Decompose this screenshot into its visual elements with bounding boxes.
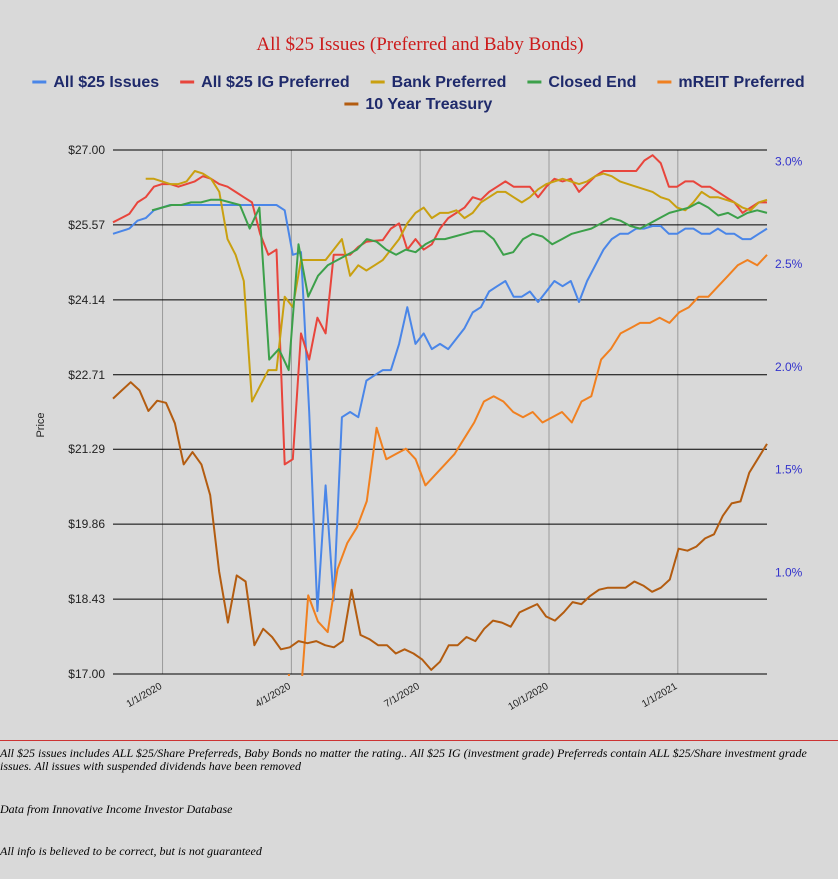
y2-tick-label: 2.5%	[775, 257, 803, 271]
footer: All $25 issues includes ALL $25/Share Pr…	[0, 740, 838, 879]
legend-label-all-25-ig-preferred: All $25 IG Preferred	[201, 74, 350, 91]
x-tick-label: 10/1/2020	[506, 681, 550, 713]
y-tick-label: $24.14	[68, 293, 105, 307]
chart-title: All $25 Issues (Preferred and Baby Bonds…	[256, 34, 583, 55]
series-line-closed-end	[151, 198, 768, 372]
legend-label-bank-preferred: Bank Preferred	[392, 74, 507, 91]
y-axis-label: Price	[35, 412, 47, 437]
legend-label-mreit-preferred: mREIT Preferred	[678, 74, 804, 91]
chart-svg: All $25 Issues (Preferred and Baby Bonds…	[32, 34, 805, 713]
y2-tick-label: 1.5%	[775, 463, 803, 477]
y-tick-label: $27.00	[68, 143, 105, 157]
y2-tick-label: 2.0%	[775, 360, 803, 374]
series-line-10-year-treasury	[112, 381, 768, 671]
legend-label-closed-end: Closed End	[548, 74, 636, 91]
legend-label-all-25-issues: All $25 Issues	[53, 74, 159, 91]
series-layer	[112, 154, 768, 676]
y2-tick-label: 3.0%	[775, 154, 803, 168]
x-tick-label: 1/1/2021	[640, 681, 680, 710]
x-tick-label: 4/1/2020	[254, 681, 294, 710]
footer-note-rating: All $25 issues includes ALL $25/Share Pr…	[0, 746, 807, 773]
series-line-all-25-ig-preferred	[112, 154, 767, 466]
chart-legend: All $25 Issues All $25 IG Preferred Bank P…	[32, 74, 805, 113]
y-tick-label: $17.00	[68, 667, 105, 681]
x-tick-label: 7/1/2020	[382, 681, 422, 710]
chart-area: All $25 Issues (Preferred and Baby Bonds…	[32, 34, 805, 713]
y2-tick-label: 1.0%	[775, 565, 803, 579]
footer-note-disclaimer: All info is believed to be correct, but …	[0, 844, 262, 858]
series-line-all-25-issues	[112, 204, 768, 613]
series-line-mreit-preferred	[287, 254, 768, 676]
y-tick-label: $18.43	[68, 592, 105, 606]
y-tick-label: $25.57	[68, 218, 105, 232]
legend-label-10-year-treasury: 10 Year Treasury	[365, 96, 492, 113]
y-tick-label: $22.71	[68, 368, 105, 382]
series-line-bank-preferred	[145, 170, 768, 403]
footer-note-source: Data from Innovative Income Investor Dat…	[0, 802, 233, 816]
chart-grid	[113, 149, 767, 675]
y-tick-label: $19.86	[68, 517, 105, 531]
y-tick-label: $21.29	[68, 442, 105, 456]
x-tick-label: 1/1/2020	[125, 681, 165, 710]
